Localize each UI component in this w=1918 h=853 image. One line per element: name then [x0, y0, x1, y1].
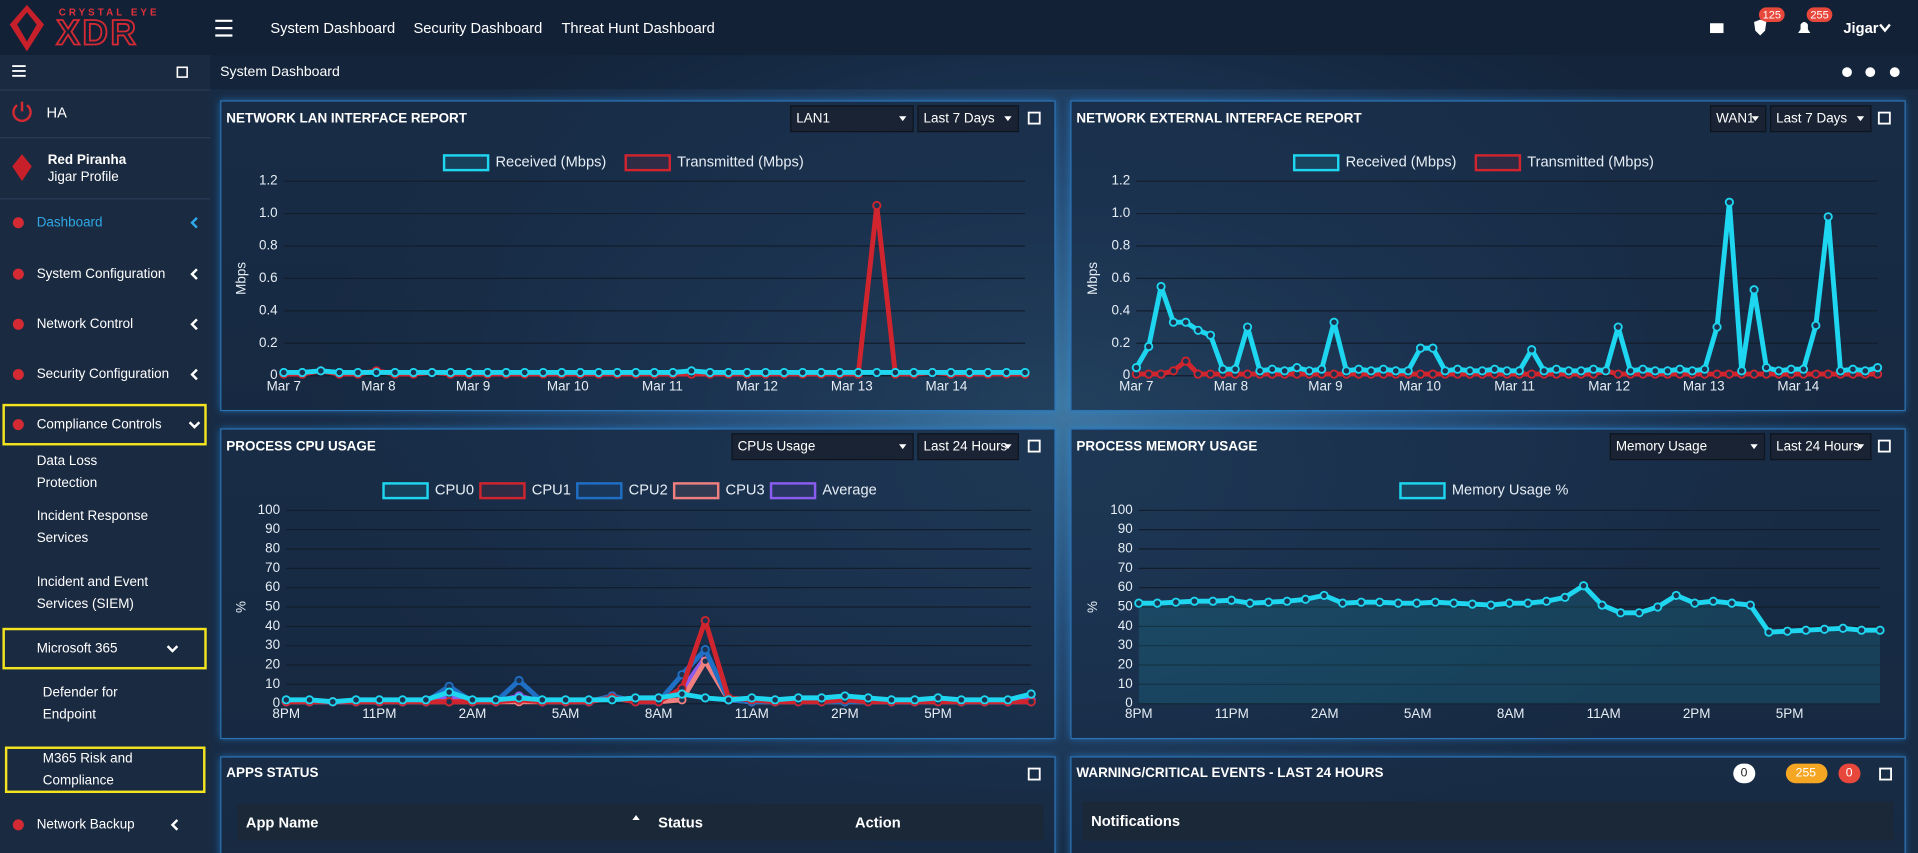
menu-item[interactable]: Data Loss Protection [36, 454, 98, 491]
select-value: CPUs Usage [737, 439, 816, 455]
select-value: Last 24 Hours [1776, 439, 1860, 455]
panel [220, 428, 1056, 740]
top-bar [0, 0, 1918, 56]
count-badge-text: 0 [1845, 766, 1853, 781]
count-badge [1785, 763, 1828, 784]
sidebar-separator [0, 137, 211, 139]
menu-item[interactable]: Compliance Controls [36, 417, 162, 433]
nav-link[interactable]: Threat Hunt Dashboard [561, 19, 715, 37]
notifications-header-text: Notifications [1091, 812, 1180, 830]
menu-item[interactable]: Defender for Endpoint [42, 685, 118, 723]
select-value: Last 24 Hours [923, 439, 1008, 455]
user-menu[interactable]: Jigar [1843, 19, 1879, 37]
panel-title: PROCESS CPU USAGE [226, 439, 376, 455]
select[interactable] [731, 433, 914, 461]
menu-item[interactable]: Incident Response Services [36, 509, 149, 546]
notifications-header [1082, 801, 1894, 841]
panel [220, 100, 1056, 412]
select[interactable] [1609, 433, 1766, 461]
org-name: Red Piranha [47, 152, 127, 168]
count-badge-text: 0 [1740, 766, 1748, 781]
menu-item[interactable]: Microsoft 365 [36, 641, 118, 656]
highlight-box [2, 627, 207, 670]
select-value: Last 7 Days [923, 111, 995, 127]
column-header[interactable]: Status [658, 813, 703, 831]
select[interactable] [917, 433, 1019, 461]
alert-badge: 255 [1806, 7, 1833, 23]
menu-item[interactable]: Network Control [36, 316, 134, 332]
highlight-box [4, 746, 206, 794]
nav-link[interactable]: System Dashboard [270, 19, 396, 37]
column-header[interactable]: App Name [245, 813, 319, 831]
profile-name: Jigar Profile [47, 170, 119, 185]
count-badge [1733, 763, 1756, 784]
count-badge-text: 255 [1795, 766, 1817, 781]
panel [1070, 428, 1906, 740]
select[interactable] [1769, 105, 1872, 133]
panel-title: NETWORK LAN INTERFACE REPORT [226, 111, 467, 127]
count-badge [1838, 763, 1861, 784]
nav-link[interactable]: Security Dashboard [413, 19, 543, 37]
select-value: Last 7 Days [1776, 111, 1848, 127]
panel-title: NETWORK EXTERNAL INTERFACE REPORT [1076, 111, 1362, 127]
sidebar-separator [0, 198, 211, 200]
select[interactable] [790, 105, 914, 133]
sidebar-separator [0, 89, 211, 91]
breadcrumb: System Dashboard [220, 64, 340, 80]
table-header [237, 804, 1044, 841]
logo-brand: CRYSTAL EYE [58, 6, 160, 18]
panel-title: APPS STATUS [226, 766, 319, 781]
select-value: WAN1 [1716, 111, 1755, 127]
panel [1070, 100, 1906, 412]
select[interactable] [1769, 433, 1872, 461]
alert-badge: 125 [1758, 7, 1785, 23]
select[interactable] [917, 105, 1019, 133]
select-value: Memory Usage [1615, 439, 1708, 455]
breadcrumb-bar [210, 55, 1918, 90]
menu-item[interactable]: Incident and Event Services (SIEM) [36, 575, 149, 612]
highlight-box [2, 403, 207, 446]
menu-item[interactable]: Dashboard [36, 215, 103, 231]
ha-status: HA [46, 104, 67, 122]
menu-item[interactable]: System Configuration [36, 266, 166, 282]
menu-item[interactable]: Security Configuration [36, 367, 170, 382]
panel-title: WARNING/CRITICAL EVENTS - LAST 24 HOURS [1076, 766, 1384, 781]
panel-title: PROCESS MEMORY USAGE [1076, 439, 1258, 455]
column-header[interactable]: Action [855, 813, 901, 831]
menu-item[interactable]: Network Backup [36, 817, 135, 833]
select-value: LAN1 [796, 111, 830, 127]
logo-product: XDR [55, 13, 139, 54]
menu-item[interactable]: M365 Risk and Compliance [42, 751, 133, 789]
sidebar [0, 55, 211, 853]
